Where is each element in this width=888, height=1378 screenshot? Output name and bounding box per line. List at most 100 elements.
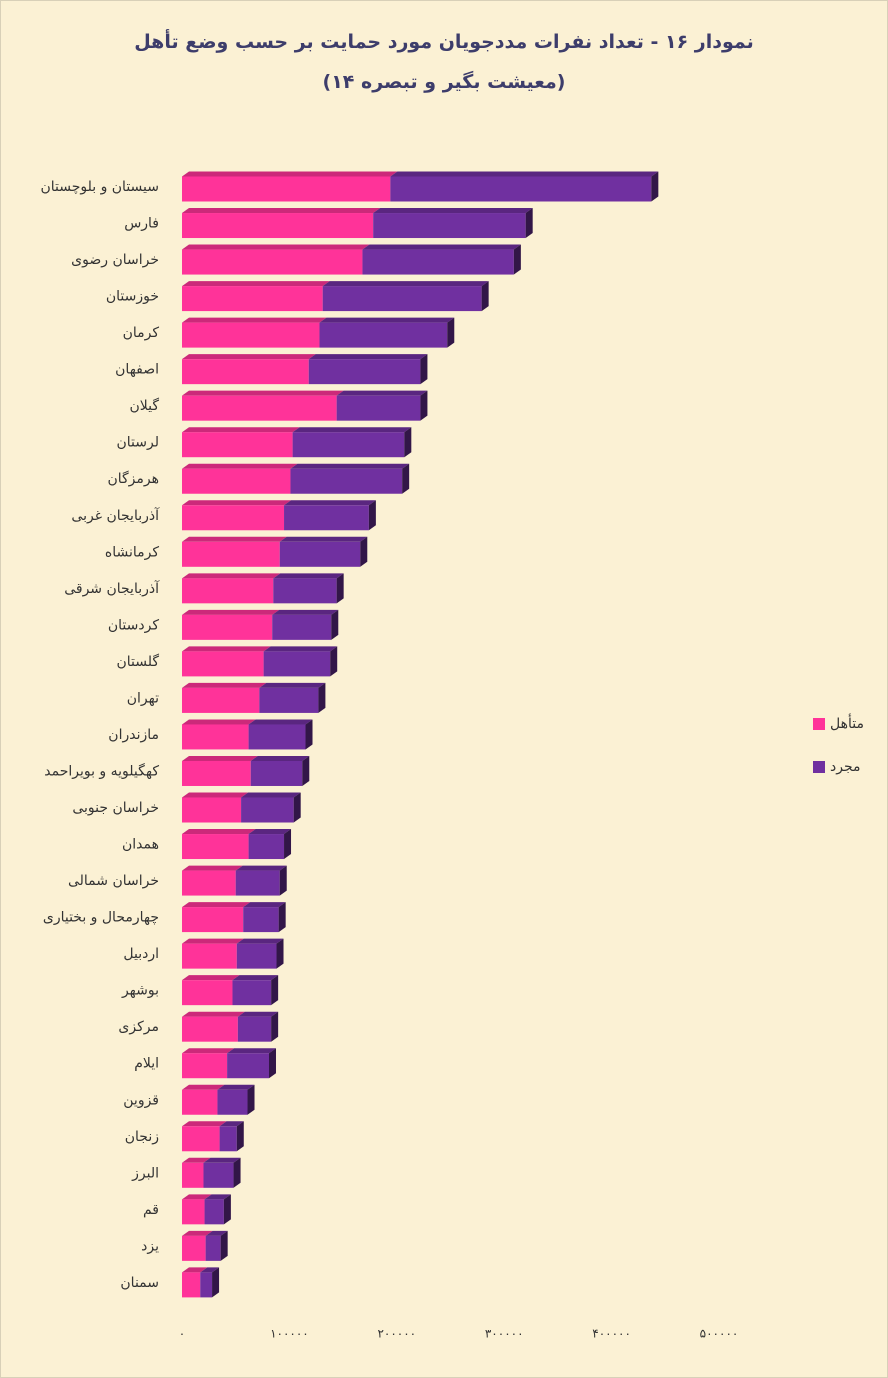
bar-top — [182, 865, 243, 871]
bar-top — [182, 975, 240, 981]
legend-item: مجرد — [813, 759, 861, 775]
bar — [248, 724, 306, 750]
bar — [182, 432, 293, 458]
bar-side — [220, 1230, 228, 1261]
bar-side — [368, 500, 376, 531]
y-tick-label: گلستان — [116, 653, 159, 670]
bar-side — [271, 1011, 279, 1042]
bar — [290, 468, 403, 494]
bar-top — [284, 500, 376, 506]
bar — [200, 1272, 213, 1298]
bar — [250, 760, 303, 786]
bar-top — [241, 792, 301, 798]
bar — [204, 1199, 224, 1225]
bar — [336, 395, 421, 421]
bar — [272, 614, 332, 640]
bar-side — [420, 390, 428, 421]
bar-top — [248, 719, 313, 725]
bar — [319, 322, 448, 348]
bar-top — [182, 682, 267, 688]
bar-top — [182, 390, 344, 396]
bar-top — [182, 500, 292, 506]
bar-top — [237, 1011, 279, 1017]
y-tick-label: تهران — [127, 690, 159, 706]
bar — [259, 687, 319, 713]
bar-top — [217, 1084, 255, 1090]
bar-side — [247, 1084, 255, 1115]
y-tick-label: سمنان — [120, 1275, 159, 1291]
bar — [182, 943, 237, 969]
bar-top — [182, 317, 327, 323]
bar-top — [182, 354, 316, 360]
y-tick-label: مازندران — [108, 727, 159, 743]
bar — [182, 651, 264, 677]
legend-item: متأهل — [813, 716, 864, 732]
bar — [373, 213, 526, 239]
bar-side — [268, 1048, 276, 1079]
bar-side — [420, 354, 428, 385]
bar — [390, 176, 652, 202]
bar-top — [182, 281, 330, 287]
bar — [182, 505, 285, 531]
bar-top — [390, 171, 659, 177]
bar — [182, 1016, 238, 1042]
bar-top — [292, 427, 412, 433]
bar — [362, 249, 514, 275]
bar-top — [373, 208, 533, 214]
bar-side — [318, 682, 326, 713]
bar-side — [233, 1157, 241, 1188]
bar-top — [204, 1194, 231, 1200]
bar-side — [279, 865, 287, 896]
y-tick-label: کرمان — [123, 325, 160, 341]
legend-label: متأهل — [830, 716, 864, 732]
bar-side — [404, 427, 412, 458]
bar-top — [250, 755, 310, 761]
chart-subtitle: (معیشت بگیر و تبصره ۱۴) — [322, 71, 566, 93]
bar — [217, 1089, 248, 1115]
bar-side — [525, 208, 533, 239]
y-tick-label: کهگیلویه و بویراحمد — [44, 762, 159, 779]
bar — [182, 286, 323, 312]
y-tick-label: بوشهر — [121, 983, 159, 999]
bar — [236, 943, 277, 969]
bar-side — [278, 902, 286, 933]
bar-top — [236, 938, 284, 944]
bar — [182, 1126, 220, 1152]
bar-top — [182, 463, 298, 469]
bar-top — [290, 463, 410, 469]
chart-title: نمودار ۱۶ - تعداد نفرات مددجویان مورد حم… — [134, 31, 754, 53]
y-tick-label: خوزستان — [106, 289, 159, 305]
y-tick-label: مرکزی — [118, 1019, 159, 1035]
bar-top — [205, 1230, 228, 1236]
bar-top — [272, 609, 339, 615]
bar-top — [322, 281, 489, 287]
bar-side — [284, 829, 292, 860]
bar-top — [182, 208, 381, 214]
bar-top — [279, 536, 368, 542]
bar-top — [362, 244, 521, 250]
bar — [205, 1235, 221, 1261]
bar — [273, 578, 337, 604]
bar-side — [276, 938, 284, 969]
x-tick-label: ۴۰۰۰۰۰ — [592, 1327, 631, 1341]
bar-side — [481, 281, 489, 312]
bar — [263, 651, 331, 677]
bar — [182, 834, 249, 860]
bar-side — [293, 792, 301, 823]
y-tick-label: اصفهان — [115, 362, 159, 378]
bar — [292, 432, 405, 458]
x-tick-label: ۳۰۰۰۰۰ — [485, 1327, 524, 1341]
bar — [203, 1162, 234, 1188]
y-tick-label: سیستان و بلوچستان — [40, 179, 159, 195]
bar — [182, 1235, 206, 1261]
bar-top — [182, 902, 251, 908]
bar — [182, 322, 320, 348]
bar — [308, 359, 421, 385]
bar — [182, 870, 236, 896]
x-tick-label: ۰ — [179, 1327, 185, 1341]
bar-side — [447, 317, 455, 348]
x-tick-label: ۱۰۰۰۰۰ — [270, 1327, 309, 1341]
bar — [248, 834, 285, 860]
y-tick-label: زنجان — [125, 1129, 159, 1145]
